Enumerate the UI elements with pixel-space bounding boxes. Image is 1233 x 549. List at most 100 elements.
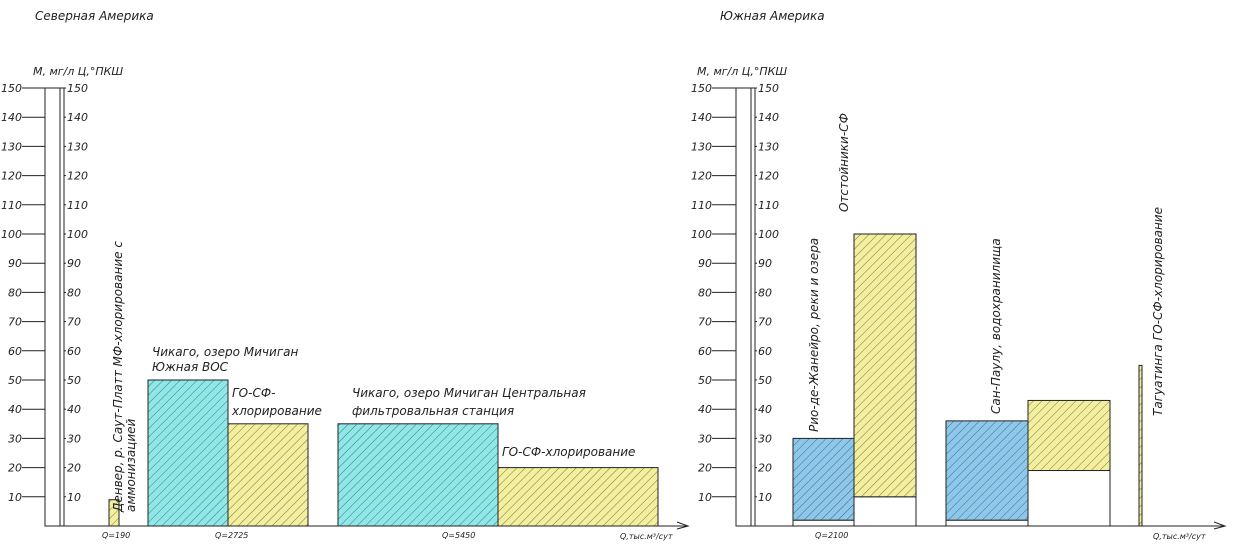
north-y-tick-label-right: 40 [67,403,81,416]
north-bar-annotation-1: аммонизацией [124,418,138,512]
south-x-axis-arrow [1213,521,1227,530]
south-bar-annotation-3: Сан-Паулу, водохранилища [989,238,1003,414]
south-y-tick-label-left: 100 [691,228,712,241]
north-y-tick-label-left: 10 [8,491,22,504]
south-y-tick-label-right: 150 [758,82,779,95]
south-y-tick-label-left: 60 [698,345,712,358]
south-chart-title: Южная Америка [720,9,825,23]
north-x-axis-arrow [676,521,690,530]
north-y-tick-label-left: 90 [8,257,22,270]
north-y-tick-label-left: 150 [1,82,22,95]
north-bar-annotation-2: Чикаго, озеро Мичиган [152,345,298,359]
north-bar-annotation-4: фильтровальная станция [352,404,514,418]
south-y-tick-label-left: 120 [691,170,712,183]
south-y-tick-label-left: 110 [691,199,712,212]
south-bar-annotation-1: Рио-де-Жанейро, реки и озера [807,238,821,432]
south-y-axis-label: М, мг/л Ц,°ПКШ [697,65,787,78]
south-y-tick-label-left: 20 [698,462,712,475]
south-y-tick-label-left: 140 [691,111,712,124]
south-y-tick-label-right: 70 [758,316,772,329]
north-flow-label-4: Q=5450 [442,531,475,540]
south-y-tick-label-right: 20 [758,462,772,475]
north-bar-annotation-3: хлорирование [231,404,322,418]
north-bar-hatch-5 [497,467,659,527]
south-y-tick-label-right: 110 [758,199,779,212]
north-y-tick-label-right: 60 [67,345,81,358]
north-y-tick-label-right: 110 [67,199,88,212]
south-y-tick-label-right: 90 [758,257,772,270]
north-y-tick-label-right: 150 [67,82,88,95]
south-y-tick-label-right: 60 [758,345,772,358]
south-y-tick-label-right: 30 [758,432,772,445]
south-y-tick-label-right: 10 [758,491,772,504]
south-bar-hatch-4 [1027,399,1111,472]
north-y-tick-label-right: 100 [67,228,88,241]
south-y-tick-label-right: 100 [758,228,779,241]
north-y-tick-label-left: 120 [1,170,22,183]
north-axis-column-right [59,87,65,527]
north-y-tick-label-left: 50 [8,374,22,387]
north-y-tick-label-left: 60 [8,345,22,358]
north-y-tick-label-left: 40 [8,403,22,416]
south-y-tick-label-left: 30 [698,432,712,445]
north-bar-annotation-1: Денвер, р. Саут-Платт МФ-хлорирование с [111,241,125,513]
south-bar-base-3 [945,519,1029,527]
south-axis-column-right [750,87,756,527]
south-bar-annotation-2: Отстойники-СФ [837,113,851,212]
north-y-tick-label-right: 80 [67,286,81,299]
north-bar-hatch-2 [147,379,229,527]
north-y-tick-label-left: 110 [1,199,22,212]
north-axis-column-left [44,87,61,527]
south-y-tick-label-left: 150 [691,82,712,95]
south-y-tick-label-right: 80 [758,286,772,299]
south-y-tick-label-right: 130 [758,140,779,153]
north-bar-annotation-5: ГО-СФ-хлорирование [502,445,635,459]
south-y-tick-label-left: 130 [691,140,712,153]
south-y-tick-label-left: 50 [698,374,712,387]
north-bar-annotation-4: Чикаго, озеро Мичиган Центральная [352,386,586,400]
north-y-tick-label-right: 30 [67,432,81,445]
north-y-tick-label-left: 140 [1,111,22,124]
north-y-tick-label-right: 50 [67,374,81,387]
south-y-tick-label-left: 40 [698,403,712,416]
north-y-tick-label-right: 70 [67,316,81,329]
south-flow-label-1: Q=2100 [815,531,848,540]
north-y-tick-label-right: 20 [67,462,81,475]
north-y-tick-label-right: 140 [67,111,88,124]
north-bar-annotation-3: ГО-СФ- [232,386,276,400]
north-chart-title: Северная Америка [35,9,154,23]
south-y-tick-label-right: 120 [758,170,779,183]
south-bar-hatch-5 [1138,364,1143,527]
north-y-axis-label: М, мг/л Ц,°ПКШ [33,65,123,78]
north-y-tick-label-right: 90 [67,257,81,270]
south-y-tick-label-right: 50 [758,374,772,387]
south-axis-column-left [735,87,752,527]
south-bar-hatch-3 [945,420,1029,521]
north-y-tick-label-left: 80 [8,286,22,299]
south-bar-hatch-1 [792,437,855,521]
south-y-tick-label-left: 70 [698,316,712,329]
south-bar-base-2 [853,496,917,527]
south-bar-base-4 [1027,470,1111,527]
north-y-tick-label-right: 130 [67,140,88,153]
north-y-tick-label-right: 120 [67,170,88,183]
south-y-tick-label-left: 10 [698,491,712,504]
north-bar-annotation-2: Южная ВОС [152,360,229,374]
north-flow-label-2: Q=2725 [215,531,248,540]
north-y-tick-label-left: 20 [8,462,22,475]
north-y-tick-label-left: 70 [8,316,22,329]
south-bar-base-1 [792,519,855,527]
north-y-tick-label-right: 10 [67,491,81,504]
north-bar-hatch-3 [227,423,309,527]
south-y-tick-label-left: 80 [698,286,712,299]
south-bar-hatch-2 [853,233,917,498]
north-y-tick-label-left: 100 [1,228,22,241]
north-flow-label-1: Q=190 [102,531,130,540]
north-bar-hatch-1 [108,499,120,527]
north-y-tick-label-left: 30 [8,432,22,445]
south-y-tick-label-right: 40 [758,403,772,416]
north-bar-hatch-4 [337,423,499,527]
north-x-axis-label: Q,тыс.м³/сут [620,532,673,541]
